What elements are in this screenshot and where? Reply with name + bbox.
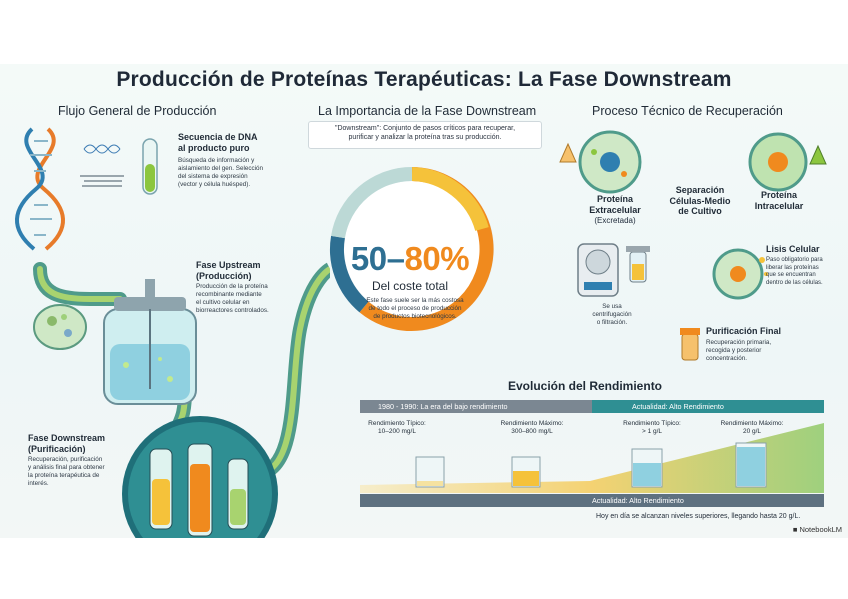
old-typical: Rendimiento Típico: 10–200 mg/L bbox=[357, 420, 437, 436]
dna-icon bbox=[15, 127, 65, 251]
cost-donut bbox=[329, 167, 494, 331]
separation-label: Separación Células-Medio de Cultivo bbox=[669, 185, 731, 216]
flask-icon bbox=[559, 142, 577, 163]
old-max: Rendimiento Máximo: 300–800 mg/L bbox=[492, 420, 572, 436]
era-old-band: 1980 - 1990: La era del bajo rendimiento bbox=[360, 400, 592, 413]
new-max: Rendimiento Máximo: 20 g/L bbox=[712, 420, 792, 436]
test-tube-icon bbox=[142, 138, 158, 195]
donut-arc-blue bbox=[329, 235, 369, 313]
beaker-icon-new-typical bbox=[631, 448, 663, 488]
filter-icon bbox=[626, 246, 650, 283]
extracellular-cell-icon bbox=[578, 130, 642, 194]
centrifuge-icon bbox=[577, 243, 619, 297]
brand-label: ■ NotebookLM bbox=[792, 525, 842, 534]
old-typical-label: Rendimiento Típico: bbox=[368, 420, 426, 427]
new-typical: Rendimiento Típico: > 1 g/L bbox=[612, 420, 692, 436]
downstream-desc: Recuperación, purificación y análisis fi… bbox=[28, 456, 105, 487]
bottom-band: Actualidad: Alto Rendimiento bbox=[360, 494, 824, 507]
donut-arc-teal bbox=[331, 167, 413, 239]
downstream-title: Fase Downstream (Purificación) bbox=[28, 433, 106, 454]
upstream-title: Fase Upstream (Producción) bbox=[196, 260, 261, 281]
pct-low: 50 bbox=[350, 240, 387, 277]
cost-percentage: 50–80% bbox=[330, 240, 490, 278]
flow-illustration bbox=[15, 127, 330, 538]
dna-sketch-icon bbox=[83, 144, 121, 154]
new-typical-label: Rendimiento Típico: bbox=[623, 420, 681, 427]
cost-label: Del coste total bbox=[371, 279, 449, 293]
pct-dash: – bbox=[386, 240, 405, 277]
dna-title: Secuencia de DNA al producto puro bbox=[178, 132, 258, 153]
intracellular-cell-icon bbox=[748, 132, 808, 192]
beaker-icon-old-typical bbox=[415, 456, 445, 488]
dna-desc: Búsqueda de información y aislamiento de… bbox=[178, 157, 264, 188]
heading-flow: Flujo General de Producción bbox=[58, 104, 217, 118]
process-illustration bbox=[559, 130, 827, 361]
intracellular-label: Proteína Intracelular bbox=[754, 190, 804, 211]
purification-desc: Recuperación primaria, recogida y poster… bbox=[706, 339, 772, 362]
vial-icon bbox=[680, 328, 700, 361]
new-max-label: Rendimiento Máximo: bbox=[720, 420, 784, 427]
new-max-value: 20 g/L bbox=[742, 428, 762, 435]
chromatography-icon bbox=[122, 416, 278, 538]
donut-arc-yellow bbox=[411, 167, 489, 232]
heading-process: Proceso Técnico de Recuperación bbox=[592, 104, 783, 118]
infographic: Producción de Proteínas Terapéuticas: La… bbox=[0, 64, 848, 538]
lysis-title: Lisis Celular bbox=[766, 244, 820, 254]
cost-desc: Este fase suele ser la más costosa de to… bbox=[366, 297, 464, 320]
evolution-footer: Hoy en día se alcanzan niveles superiore… bbox=[596, 513, 801, 520]
heading-evolution: Evolución del Rendimiento bbox=[508, 379, 663, 393]
pct-high: 80% bbox=[404, 240, 470, 277]
old-max-label: Rendimiento Máximo: bbox=[500, 420, 564, 427]
old-typical-value: 10–200 mg/L bbox=[378, 428, 416, 435]
purification-title: Purificación Final bbox=[706, 326, 782, 336]
downstream-definition: "Downstream": Conjunto de pasos críticos… bbox=[308, 121, 542, 149]
old-max-value: 300–800 mg/L bbox=[511, 428, 553, 435]
extracellular-note: (Excretada) bbox=[594, 216, 636, 225]
beaker-icon-old-max bbox=[511, 456, 541, 488]
lysis-cell-icon bbox=[712, 248, 768, 300]
extracellular-label: Proteína Extracelular bbox=[589, 194, 641, 215]
upstream-desc: Producción de la proteína recombinante m… bbox=[196, 283, 269, 314]
bioreactor-icon bbox=[103, 279, 197, 405]
heading-importance: La Importancia de la Fase Downstream bbox=[318, 104, 537, 118]
cell-icon bbox=[33, 304, 87, 350]
beaker-icon-new-max bbox=[735, 442, 767, 488]
lysis-desc: Paso obligatorio para liberar las proteí… bbox=[766, 257, 823, 286]
flask-icon-right bbox=[809, 144, 827, 165]
page-title: Producción de Proteínas Terapéuticas: La… bbox=[116, 68, 732, 91]
yield-area bbox=[360, 423, 824, 493]
era-new-band: Actualidad: Alto Rendimiento bbox=[592, 400, 824, 413]
brand-text: NotebookLM bbox=[799, 525, 842, 534]
centrifuge-note: Se usa centrifugación o filtración. bbox=[592, 303, 632, 326]
new-typical-value: > 1 g/L bbox=[641, 428, 663, 435]
